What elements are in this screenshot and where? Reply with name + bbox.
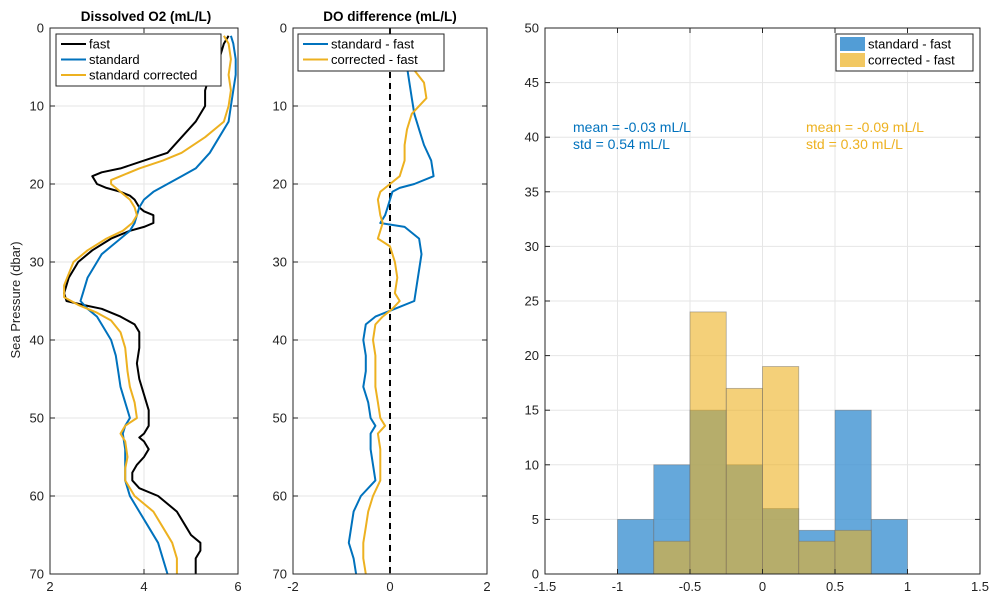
histogram-bar bbox=[617, 519, 655, 575]
histogram-bar bbox=[870, 519, 908, 575]
stat-annotation-mean: mean = -0.09 mL/L bbox=[806, 119, 924, 135]
y-tick-label: 15 bbox=[525, 403, 539, 418]
x-tick-label: -0.5 bbox=[679, 579, 701, 594]
y-axis-label: Sea Pressure (dbar) bbox=[8, 241, 23, 358]
y-tick-label: 10 bbox=[525, 457, 539, 472]
histogram-bar bbox=[725, 387, 763, 575]
y-tick-label: 30 bbox=[273, 255, 287, 270]
x-tick-label: 6 bbox=[234, 579, 241, 594]
panel-title: Dissolved O2 (mL/L) bbox=[81, 9, 212, 24]
y-tick-label: 25 bbox=[525, 294, 539, 309]
y-tick-label: 40 bbox=[525, 130, 539, 145]
legend-label: standard corrected bbox=[89, 68, 197, 83]
x-tick-label: -2 bbox=[287, 579, 299, 594]
y-tick-label: 0 bbox=[532, 567, 539, 582]
y-tick-label: 40 bbox=[273, 333, 287, 348]
legend-box bbox=[297, 33, 445, 72]
x-tick-label: 1.5 bbox=[971, 579, 989, 594]
y-tick-label: 35 bbox=[525, 184, 539, 199]
x-tick-label: 0 bbox=[759, 579, 766, 594]
y-tick-label: 5 bbox=[532, 512, 539, 527]
panel-title: DO difference (mL/L) bbox=[323, 9, 457, 24]
y-tick-label: 20 bbox=[30, 177, 44, 192]
x-tick-label: 0 bbox=[386, 579, 393, 594]
x-tick-label: -1 bbox=[612, 579, 624, 594]
y-tick-label: 20 bbox=[273, 177, 287, 192]
histogram-bar bbox=[653, 540, 691, 575]
x-tick-label: 2 bbox=[46, 579, 53, 594]
series-line-standard-fast bbox=[347, 35, 435, 575]
legend-label: fast bbox=[89, 37, 110, 52]
y-tick-label: 50 bbox=[30, 411, 44, 426]
legend-label: standard bbox=[89, 52, 140, 67]
y-tick-label: 10 bbox=[30, 99, 44, 114]
y-tick-label: 50 bbox=[273, 411, 287, 426]
y-tick-label: 50 bbox=[525, 21, 539, 36]
y-tick-label: 30 bbox=[525, 239, 539, 254]
legend-label: corrected - fast bbox=[331, 52, 418, 67]
x-tick-label: 4 bbox=[140, 579, 147, 594]
y-tick-label: 0 bbox=[37, 21, 44, 36]
legend-label: standard - fast bbox=[331, 37, 414, 52]
y-tick-label: 20 bbox=[525, 348, 539, 363]
legend-swatch bbox=[840, 37, 865, 51]
histogram-bar bbox=[834, 529, 872, 575]
legend-swatch bbox=[840, 53, 865, 67]
y-tick-label: 70 bbox=[273, 567, 287, 582]
legend-label: corrected - fast bbox=[868, 53, 955, 68]
x-tick-label: 1 bbox=[904, 579, 911, 594]
series-line-corrected-fast bbox=[362, 35, 428, 575]
histogram-bar bbox=[762, 366, 800, 575]
y-tick-label: 60 bbox=[30, 489, 44, 504]
stat-annotation-mean: mean = -0.03 mL/L bbox=[573, 119, 691, 135]
x-tick-label: 0.5 bbox=[826, 579, 844, 594]
y-tick-label: 45 bbox=[525, 75, 539, 90]
x-tick-label: -1.5 bbox=[534, 579, 556, 594]
stat-annotation-std: std = 0.54 mL/L bbox=[573, 136, 670, 152]
legend-label: standard - fast bbox=[868, 37, 951, 52]
stat-annotation-std: std = 0.30 mL/L bbox=[806, 136, 903, 152]
histogram-panel: -1.5 -1 -0.5 0 0.5 1 1.5 0 5 10 15 20 25 30 35 40 45 50 st… bbox=[525, 21, 990, 595]
y-tick-label: 70 bbox=[30, 567, 44, 582]
histogram-bar bbox=[689, 311, 727, 575]
y-tick-label: 40 bbox=[30, 333, 44, 348]
y-tick-label: 10 bbox=[273, 99, 287, 114]
histogram-bar bbox=[798, 540, 836, 575]
y-tick-label: 60 bbox=[273, 489, 287, 504]
x-tick-label: 2 bbox=[483, 579, 490, 594]
series-line-standard-corrected bbox=[63, 35, 232, 574]
y-tick-label: 30 bbox=[30, 255, 44, 270]
y-tick-label: 0 bbox=[280, 21, 287, 36]
